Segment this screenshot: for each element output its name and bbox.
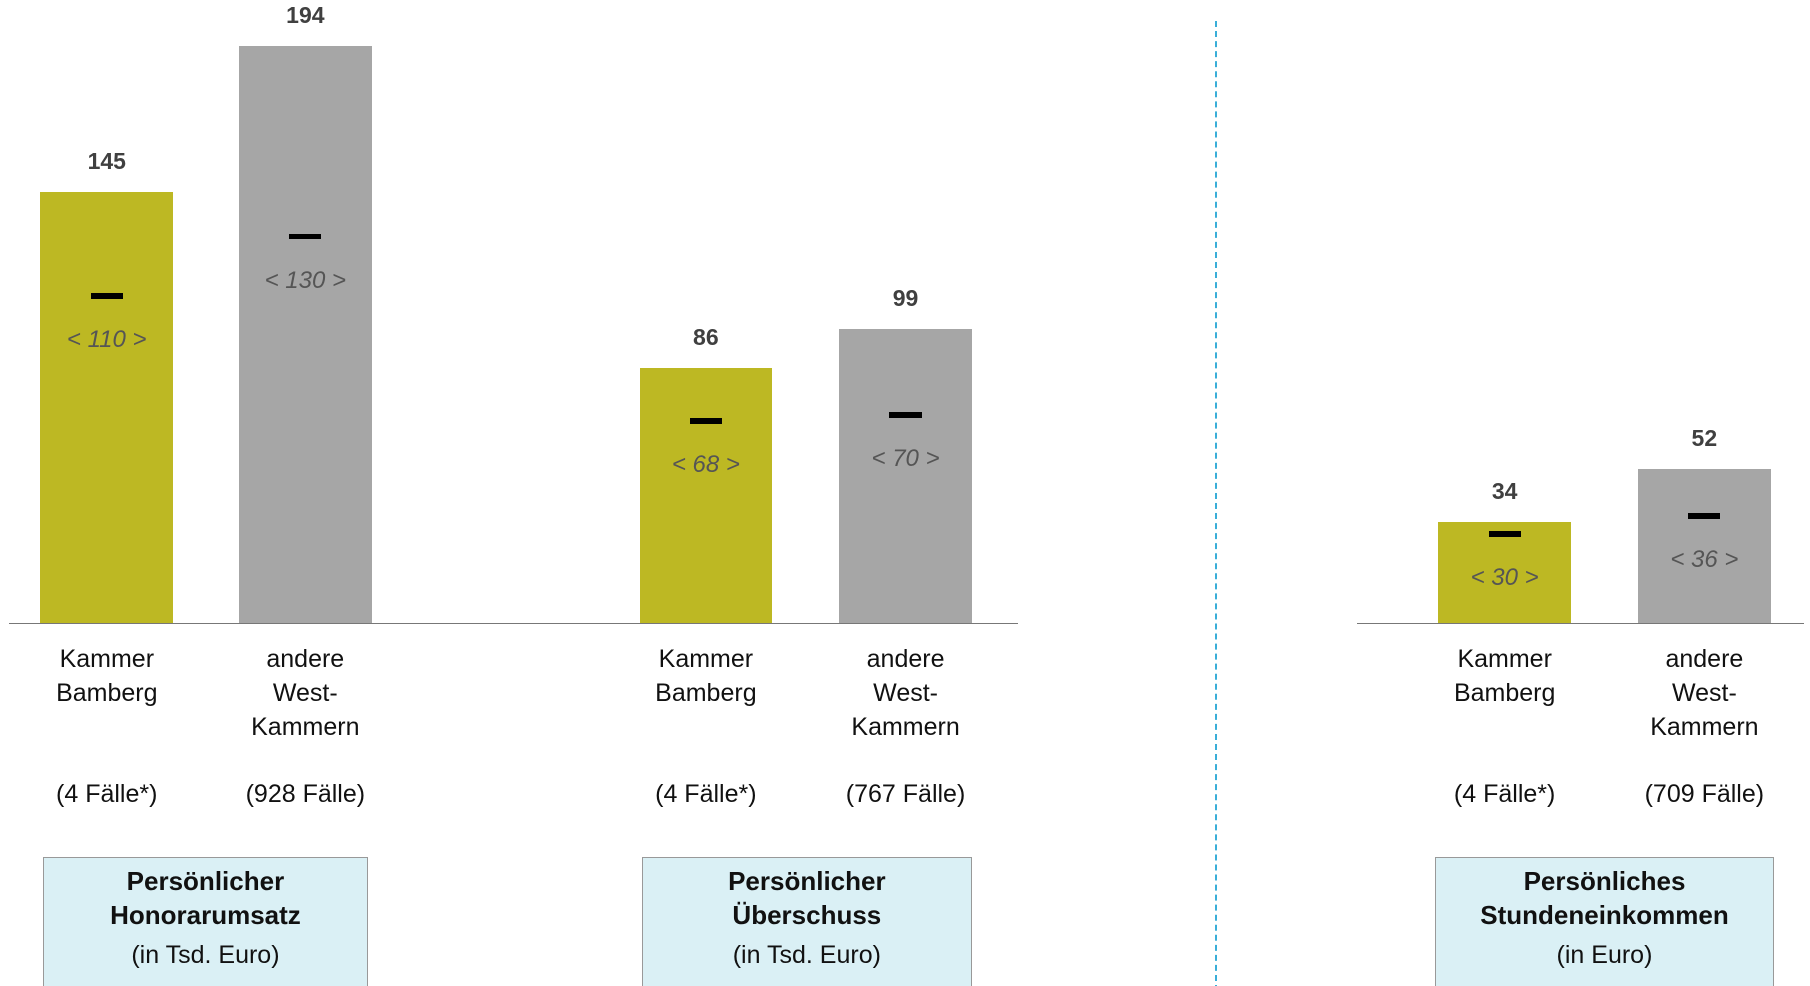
axis-line [9,623,1018,624]
bar [1438,522,1571,624]
value-label: 145 [87,148,126,175]
info-box: Persönlicher Honorarumsatz (in Tsd. Euro) [42,856,369,986]
case-count: (709 Fälle) [1644,779,1765,808]
value-label: 52 [1691,424,1718,451]
axis-line [1357,623,1804,624]
bar [639,367,773,624]
category-label: Kammer Bamberg [1453,644,1556,707]
case-count: (767 Fälle) [845,779,966,808]
median-marker [1488,531,1521,537]
case-count: (4 Fälle*) [655,779,757,808]
case-count: (4 Fälle*) [56,779,158,808]
median-marker [289,233,322,240]
median-marker [1688,513,1721,520]
box-subtitle: (in Euro) [1556,940,1653,969]
box-title: Persönlicher Überschuss [728,865,886,930]
value-label: 86 [693,323,719,350]
median-marker [889,412,922,418]
median-label: < 70 > [871,445,940,473]
info-box: Persönliches Stundeneinkommen (in Euro) [1434,856,1775,986]
category-label: andere West-Kammern [251,644,360,741]
median-label: < 110 > [66,326,147,354]
divider [1215,21,1217,986]
box-subtitle: (in Tsd. Euro) [131,940,280,969]
bar [839,328,972,624]
category-label: andere West-Kammern [851,644,960,741]
median-marker [689,418,722,424]
box-subtitle: (in Tsd. Euro) [732,940,881,969]
case-count: (4 Fälle*) [1453,779,1556,808]
median-marker [90,293,123,299]
category-label: andere West-Kammern [1650,644,1759,741]
category-label: Kammer Bamberg [56,644,158,707]
median-label: < 30 > [1470,564,1539,592]
info-box: Persönlicher Überschuss (in Tsd. Euro) [641,856,972,986]
value-label: 99 [892,284,919,311]
case-count: (928 Fälle) [245,779,366,808]
median-label: < 130 > [264,266,347,294]
bar [1638,468,1771,624]
box-title: Persönliches Stundeneinkommen [1480,865,1729,930]
value-label: 34 [1491,478,1518,505]
category-label: Kammer Bamberg [655,644,757,707]
value-label: 194 [286,2,325,29]
bar [238,46,372,624]
median-label: < 36 > [1670,546,1739,574]
median-label: < 68 > [671,451,740,478]
box-title: Persönlicher Honorarumsatz [110,865,301,930]
bar [40,192,174,624]
